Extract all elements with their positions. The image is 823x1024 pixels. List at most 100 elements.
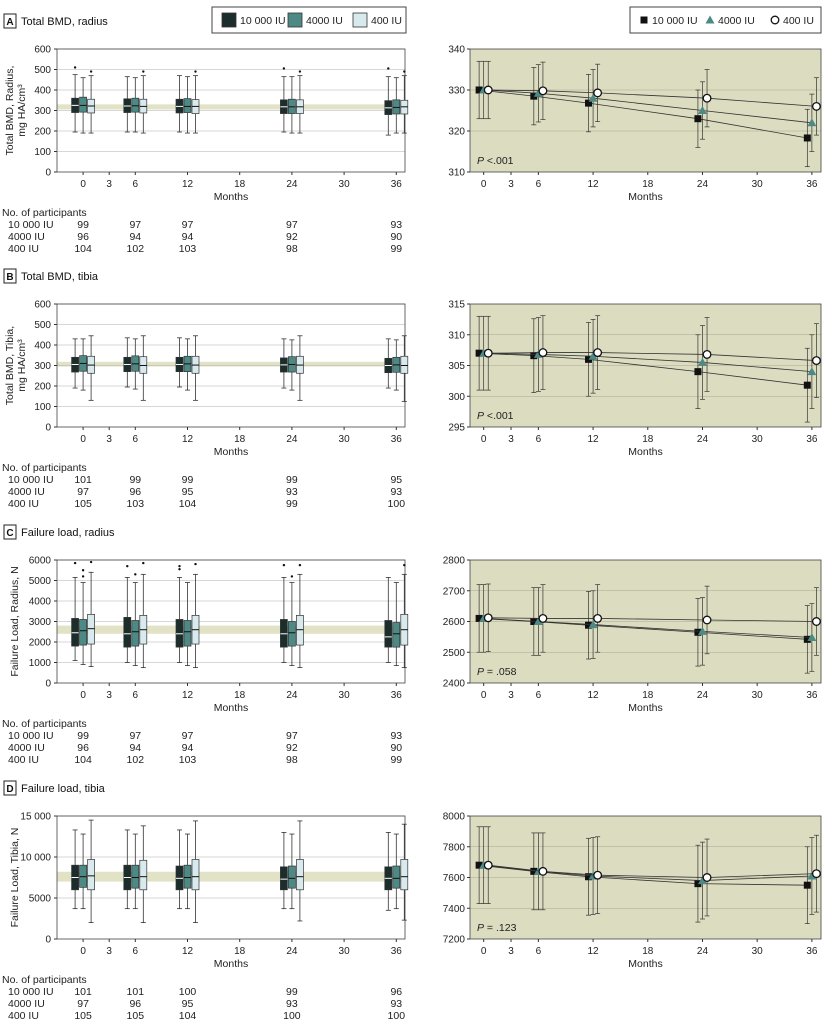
reference-band: [57, 361, 405, 367]
y-tick-label: 3000: [29, 617, 52, 628]
y-axis-label: Total BMD, Radius,: [4, 66, 16, 156]
data-point: [588, 93, 598, 102]
data-point: [697, 357, 707, 366]
y-axis-label: Total BMD, Tibia,: [4, 326, 16, 405]
box: [71, 829, 79, 910]
data-point: [533, 88, 543, 97]
data-point: [475, 614, 483, 622]
y-tick-label: 2800: [443, 556, 466, 567]
box: [139, 825, 148, 923]
x-tick-label: 12: [588, 690, 600, 701]
y-axis-label: Failure Load, Tibia, N: [9, 828, 21, 928]
outlier-point: [73, 561, 77, 565]
outlier-point: [403, 70, 406, 73]
data-point: [475, 861, 483, 869]
box: [280, 338, 288, 389]
participants-count: 93: [286, 998, 298, 1010]
box-iqr: [123, 617, 132, 648]
data-point: [483, 85, 493, 95]
x-tick-label: 3: [106, 179, 112, 190]
y-tick-label: 7600: [443, 873, 466, 884]
participants-count: 104: [179, 498, 197, 510]
outlier-point: [178, 568, 181, 571]
participants-count: 93: [390, 219, 402, 231]
box-iqr: [139, 356, 148, 374]
legend-label: 400 IU: [783, 15, 814, 27]
legend-left: 10 000 IU 4000 IU 400 IU: [211, 6, 407, 34]
participants-count: 94: [182, 231, 194, 243]
data-point: [530, 352, 538, 360]
outlier-point: [298, 70, 302, 73]
x-axis-label: Months: [214, 702, 248, 714]
mean-series: [483, 583, 821, 656]
box: [131, 338, 140, 390]
participants-count: 95: [390, 474, 402, 486]
x-axis-label: Months: [628, 191, 662, 203]
y-tick-label: 7800: [443, 842, 466, 853]
p-value-symbol: P: [477, 410, 484, 422]
participants-count: 96: [129, 998, 141, 1010]
y-tick-label: 300: [34, 361, 51, 372]
participants-count: 94: [182, 742, 194, 754]
data-point: [811, 101, 821, 111]
plot-frame: [469, 815, 822, 940]
participants-count: 101: [74, 474, 92, 486]
participants-count: 99: [77, 730, 89, 742]
y-tick-label: 340: [448, 45, 465, 56]
data-point: [585, 621, 593, 629]
y-tick-label: 7200: [443, 935, 466, 946]
mean-series: [475, 60, 811, 168]
y-tick-label: 6000: [29, 556, 52, 567]
legend-right: 10 000 IU 4000 IU 400 IU: [629, 6, 822, 34]
participants-count: 97: [182, 219, 194, 231]
data-point: [811, 617, 821, 626]
x-tick-label: 36: [806, 946, 818, 957]
box: [296, 335, 304, 401]
box-iqr: [296, 614, 304, 646]
x-tick-label: 12: [182, 690, 194, 701]
participants-count: 98: [286, 754, 298, 766]
participants-count: 96: [390, 986, 402, 998]
y-tick-label: 295: [448, 423, 465, 434]
p-value: P = .123: [477, 922, 517, 934]
data-point: [807, 871, 817, 880]
box-iqr: [175, 619, 184, 648]
data-point: [694, 880, 702, 888]
box: [87, 335, 95, 401]
participants-row-label: 4000 IU: [8, 486, 45, 498]
x-tick-label: 18: [234, 690, 246, 701]
box: [175, 337, 184, 388]
box: [71, 561, 79, 661]
outlier-point: [290, 575, 294, 578]
outlier-point: [282, 563, 286, 567]
box-iqr: [392, 99, 401, 115]
legend-label: 400 IU: [371, 15, 402, 27]
data-point: [694, 115, 702, 123]
data-point: [702, 615, 712, 625]
legend-swatch: [221, 12, 237, 28]
x-tick-label: 30: [339, 690, 351, 701]
participants-count: 93: [286, 486, 298, 498]
plot-frame: [469, 48, 822, 173]
box: [87, 70, 95, 134]
legend-marker: [640, 16, 648, 24]
data-point: [593, 348, 603, 358]
data-point: [475, 349, 483, 357]
data-point: [694, 368, 702, 376]
box: [123, 564, 132, 663]
x-tick-label: 30: [339, 946, 351, 957]
box: [123, 337, 132, 388]
participants-count: 99: [182, 474, 194, 486]
box: [175, 829, 184, 910]
box: [175, 75, 184, 133]
y-tick-label: 300: [34, 106, 51, 117]
y-tick-label: 310: [448, 330, 465, 341]
box: [384, 832, 393, 911]
data-point: [593, 870, 603, 880]
panel-title: Total BMD, tibia: [21, 271, 99, 283]
participants-count: 99: [286, 498, 298, 510]
box: [123, 829, 132, 910]
box: [288, 833, 296, 910]
